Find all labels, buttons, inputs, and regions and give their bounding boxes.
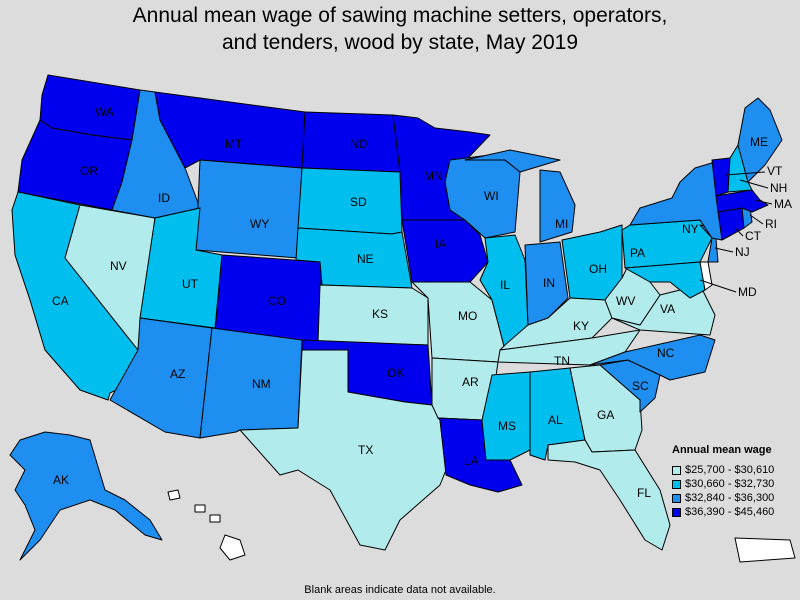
state-FL[interactable] bbox=[547, 439, 671, 551]
label-AR: AR bbox=[462, 375, 479, 389]
state-KS[interactable] bbox=[317, 284, 429, 346]
label-AK: AK bbox=[53, 473, 69, 487]
label-NC: NC bbox=[657, 346, 675, 360]
label-WY: WY bbox=[250, 217, 269, 231]
label-GA: GA bbox=[597, 408, 614, 422]
label-IN: IN bbox=[543, 276, 555, 290]
legend-title: Annual mean wage bbox=[672, 444, 772, 456]
label-MD: MD bbox=[738, 285, 757, 299]
label-WV: WV bbox=[616, 294, 635, 308]
label-CO: CO bbox=[268, 294, 286, 308]
label-LA: LA bbox=[464, 454, 479, 468]
label-PA: PA bbox=[630, 246, 645, 260]
label-SC: SC bbox=[632, 379, 649, 393]
label-MI: MI bbox=[555, 217, 568, 231]
state-NH[interactable] bbox=[727, 144, 753, 193]
state-NC[interactable] bbox=[589, 334, 716, 381]
label-ME: ME bbox=[750, 135, 768, 149]
label-WI: WI bbox=[484, 189, 499, 203]
label-NE: NE bbox=[357, 252, 374, 266]
state-WY[interactable] bbox=[195, 159, 303, 259]
label-OH: OH bbox=[589, 262, 607, 276]
state-MI[interactable] bbox=[464, 149, 576, 243]
label-MO: MO bbox=[458, 309, 477, 323]
label-IL: IL bbox=[500, 278, 510, 292]
state-MA[interactable] bbox=[715, 189, 769, 213]
legend-item: $36,390 - $45,460 bbox=[672, 505, 774, 519]
label-AL: AL bbox=[548, 413, 563, 427]
state-AK[interactable] bbox=[9, 431, 163, 561]
label-KY: KY bbox=[573, 319, 589, 333]
title-line-2: and tenders, wood by state, May 2019 bbox=[221, 31, 579, 54]
label-MN: MN bbox=[424, 169, 443, 183]
label-MT: MT bbox=[225, 137, 243, 151]
state-IN[interactable] bbox=[524, 241, 569, 326]
label-OR: OR bbox=[80, 164, 98, 178]
label-NY: NY bbox=[682, 222, 699, 236]
label-FL: FL bbox=[637, 486, 651, 500]
label-NV: NV bbox=[110, 259, 127, 273]
label-leader-lines bbox=[699, 171, 773, 293]
footnote: Blank areas indicate data not available. bbox=[304, 584, 496, 596]
label-MA: MA bbox=[774, 197, 792, 211]
state-ME[interactable] bbox=[737, 97, 783, 183]
state-labels: WA OR CA NV ID MT WY UT CO AZ NM ND SD N… bbox=[52, 105, 792, 500]
label-ID: ID bbox=[158, 191, 170, 205]
legend-label: $30,660 - $32,730 bbox=[685, 478, 775, 490]
label-TN: TN bbox=[554, 354, 570, 368]
state-WV[interactable] bbox=[604, 261, 661, 326]
label-AZ: AZ bbox=[170, 367, 185, 381]
label-MS: MS bbox=[498, 419, 516, 433]
legend-swatch bbox=[672, 507, 681, 517]
label-CA: CA bbox=[52, 294, 69, 308]
chart-title: Annual mean wage of sawing machine sette… bbox=[0, 2, 800, 56]
label-TX: TX bbox=[358, 443, 373, 457]
legend-item: $32,840 - $36,300 bbox=[672, 491, 774, 505]
state-HI[interactable] bbox=[167, 489, 246, 561]
label-RI: RI bbox=[765, 217, 777, 231]
legend-swatch bbox=[672, 479, 681, 489]
legend: Annual mean wage $25,700 - $30,610 $30,6… bbox=[672, 444, 774, 519]
label-VA: VA bbox=[660, 302, 675, 316]
label-VT: VT bbox=[767, 164, 783, 178]
state-CT[interactable] bbox=[717, 207, 745, 241]
legend-item: $30,660 - $32,730 bbox=[672, 477, 774, 491]
label-WA: WA bbox=[95, 105, 114, 119]
label-NJ: NJ bbox=[735, 245, 750, 259]
legend-label: $32,840 - $36,300 bbox=[685, 492, 775, 504]
state-NM[interactable] bbox=[199, 327, 303, 439]
label-KS: KS bbox=[372, 307, 388, 321]
legend-label: $25,700 - $30,610 bbox=[685, 464, 775, 476]
legend-swatch bbox=[672, 493, 681, 503]
legend-item: $25,700 - $30,610 bbox=[672, 463, 774, 477]
label-SD: SD bbox=[350, 195, 367, 209]
legend-swatch bbox=[672, 465, 681, 475]
legend-label: $36,390 - $45,460 bbox=[685, 506, 775, 518]
label-OK: OK bbox=[387, 366, 404, 380]
label-NM: NM bbox=[252, 377, 271, 391]
label-CT: CT bbox=[745, 229, 762, 243]
label-UT: UT bbox=[182, 277, 199, 291]
state-TX[interactable] bbox=[239, 349, 447, 551]
state-PR[interactable] bbox=[734, 537, 796, 563]
label-IA: IA bbox=[435, 237, 446, 251]
label-NH: NH bbox=[770, 181, 787, 195]
label-ND: ND bbox=[350, 137, 368, 151]
title-line-1: Annual mean wage of sawing machine sette… bbox=[132, 4, 668, 27]
